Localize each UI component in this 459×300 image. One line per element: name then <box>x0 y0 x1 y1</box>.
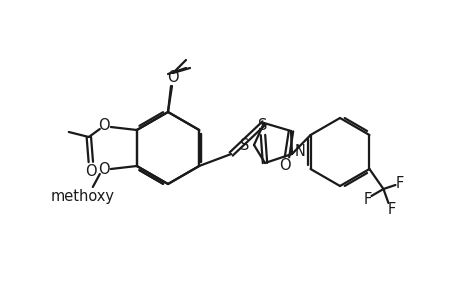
Text: methoxy: methoxy <box>50 190 115 205</box>
Text: F: F <box>394 176 403 191</box>
Text: S: S <box>258 118 267 134</box>
Text: F: F <box>363 191 371 206</box>
Text: O: O <box>167 70 179 86</box>
Text: O: O <box>279 158 290 173</box>
Text: F: F <box>386 202 395 217</box>
Text: O: O <box>85 164 96 178</box>
Text: O: O <box>98 118 109 134</box>
Text: S: S <box>240 137 249 152</box>
Text: N: N <box>294 145 305 160</box>
Text: O: O <box>98 163 109 178</box>
